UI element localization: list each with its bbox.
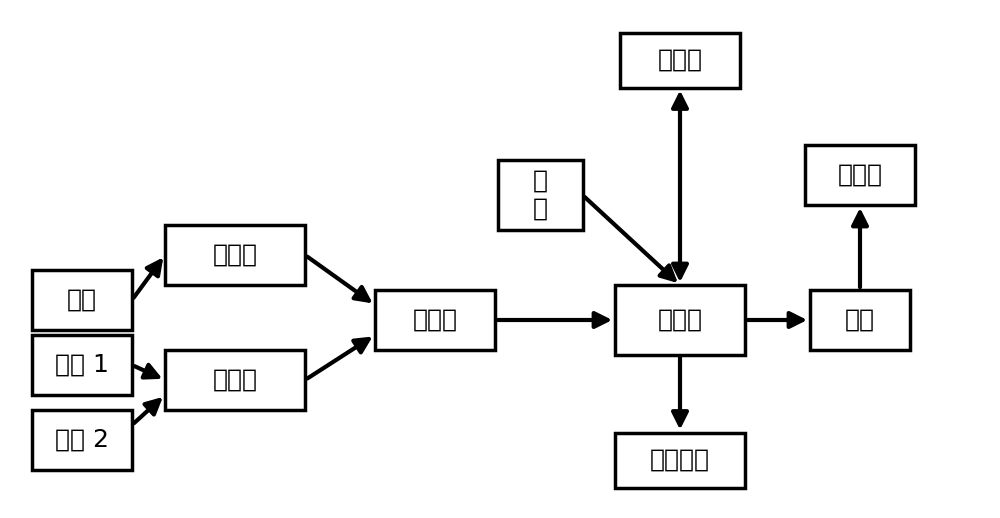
Bar [375,290,495,350]
Bar [620,33,740,88]
Text: 热流: 热流 [67,288,97,312]
Text: 时
钟: 时 钟 [532,169,548,221]
Bar [615,433,745,487]
Bar [615,285,745,355]
Text: 存储器: 存储器 [658,48,702,72]
Text: 温度 2: 温度 2 [55,428,109,452]
Bar [165,350,305,410]
Text: 温度 1: 温度 1 [55,353,109,377]
Bar [805,145,915,205]
Bar [498,160,582,230]
Text: 计算机: 计算机 [838,163,883,187]
Text: 接口: 接口 [845,308,875,332]
Bar [32,270,132,330]
Bar [810,290,910,350]
Text: 单片机: 单片机 [658,308,702,332]
Text: 转换器: 转换器 [413,308,458,332]
Text: 放大器: 放大器 [212,243,258,267]
Text: 放大器: 放大器 [212,368,258,392]
Bar [32,335,132,395]
Bar [165,225,305,285]
Text: 状态显示: 状态显示 [650,448,710,472]
Bar [32,410,132,470]
